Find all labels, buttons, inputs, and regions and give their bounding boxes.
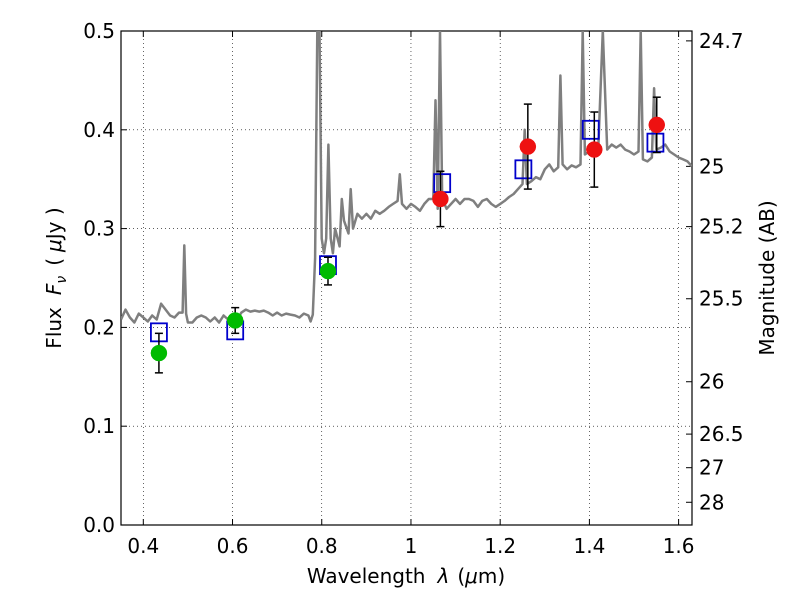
model-flux-square [514,159,533,180]
y-axis-label-unit-close: Jy ) [42,207,66,241]
y2-tick-label: 24.7 [699,29,744,53]
x-axis-label-unit-open: ( [457,564,465,588]
y2-tick-label: 25.2 [699,215,744,239]
model-flux-square [581,119,600,140]
y-axis-label-nu: ν [54,276,70,284]
y-tick-label: 0.0 [83,513,115,537]
observed-optical-point [150,344,168,362]
y-axis-label: Flux Fν ( μJy ) [42,207,70,348]
x-axis-label-unit-close: m) [478,564,505,588]
y-tick-label: 0.2 [83,315,115,339]
observed-infrared-point [648,116,666,134]
observed-optical-point [319,262,337,280]
y2-tick-label: 27 [699,456,724,480]
y-axis-label-F: F [42,283,66,295]
x-tick-label: 1.4 [573,534,605,558]
x-tick-label: 0.8 [306,534,338,558]
y2-axis-label: Magnitude (AB) [755,200,779,355]
y-axis-label-text: Flux [42,307,66,349]
observed-infrared-point [586,141,603,158]
ticks: 0.4 0.6 0.8 1 1.2 1.4 1.6 0.0 0.1 0.2 0.3 0.4 0.5 24.… [83,19,743,558]
y-axis-label-unit-open: ( [42,258,66,266]
y2-tick-label: 26 [699,370,724,394]
y2-tick-label: 25 [699,154,724,178]
model-flux-square [646,132,665,153]
y-tick-label: 0.5 [83,19,115,43]
observed-infrared-point [519,138,537,155]
x-tick-label: 0.6 [217,534,249,558]
data-markers [150,96,666,374]
x-axis-label-text: Wavelength [307,564,426,588]
y2-tick-label: 26.5 [699,422,744,446]
y-tick-label: 0.4 [83,118,115,142]
model-spectrum-line [121,31,692,324]
y2-tick-label: 25.5 [699,287,744,311]
x-tick-label: 1.6 [663,534,695,558]
x-axis-label: Wavelength λ (μm) [307,564,505,588]
x-axis-label-mu: μ [464,564,478,588]
plot-frame [120,30,693,526]
observed-optical-point [226,312,244,329]
x-tick-label: 1.2 [484,534,516,558]
y-axis-label-mu: μ [42,239,66,253]
y-tick-label: 0.3 [83,217,115,241]
model-spectrum [121,31,692,324]
x-tick-label: 1 [405,534,418,558]
y-tick-label: 0.1 [83,414,115,438]
x-tick-label: 0.4 [127,534,159,558]
x-axis-label-lambda: λ [436,564,449,588]
observed-infrared-point [432,190,449,208]
y2-tick-label: 28 [699,490,724,514]
